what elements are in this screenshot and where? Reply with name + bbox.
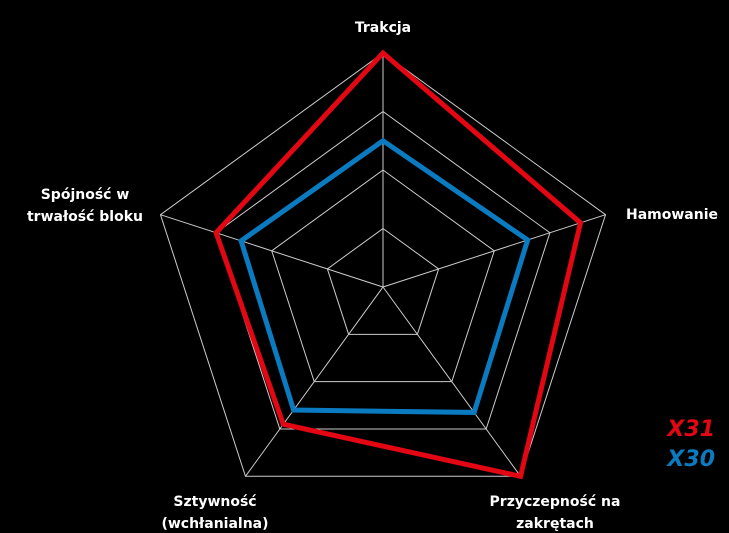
spoke (160, 214, 384, 288)
grid-ring (215, 110, 551, 430)
grid-ring (271, 169, 495, 383)
axis-label: Sztywność (173, 494, 256, 510)
legend-entry: X31 (665, 417, 715, 442)
axis-label: trwałość bloku (27, 209, 143, 225)
series-line (238, 137, 531, 415)
grid-ring (326, 227, 440, 335)
axis-label: Trakcja (355, 20, 411, 36)
axis-label: Przyczepność na (490, 494, 621, 510)
axis-label: Spójność w (41, 187, 130, 203)
spoke (382, 214, 606, 288)
legend-entry: X30 (665, 447, 715, 472)
axis-label: Hamowanie (626, 207, 718, 223)
grid-ring (159, 52, 607, 477)
spoke (245, 286, 384, 477)
axis-label: (wchłanialna) (161, 516, 268, 532)
series-line (213, 49, 584, 480)
axis-label: zakrętach (516, 516, 594, 532)
spoke (382, 286, 521, 477)
